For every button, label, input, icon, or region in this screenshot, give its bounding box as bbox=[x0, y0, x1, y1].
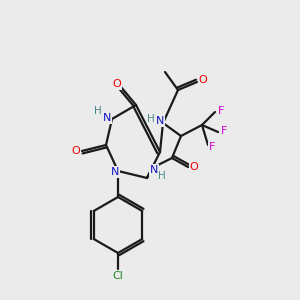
Text: H: H bbox=[147, 114, 155, 124]
Text: H: H bbox=[158, 171, 166, 181]
Text: N: N bbox=[156, 116, 164, 126]
Text: F: F bbox=[218, 106, 224, 116]
Text: F: F bbox=[221, 126, 227, 136]
Text: O: O bbox=[199, 75, 207, 85]
Text: N: N bbox=[150, 165, 158, 175]
Text: H: H bbox=[94, 106, 102, 116]
Text: F: F bbox=[209, 142, 215, 152]
Text: N: N bbox=[111, 167, 119, 177]
Text: O: O bbox=[112, 79, 122, 89]
Text: Cl: Cl bbox=[112, 271, 123, 281]
Text: O: O bbox=[72, 146, 80, 156]
Text: O: O bbox=[190, 162, 198, 172]
Text: N: N bbox=[103, 113, 111, 123]
